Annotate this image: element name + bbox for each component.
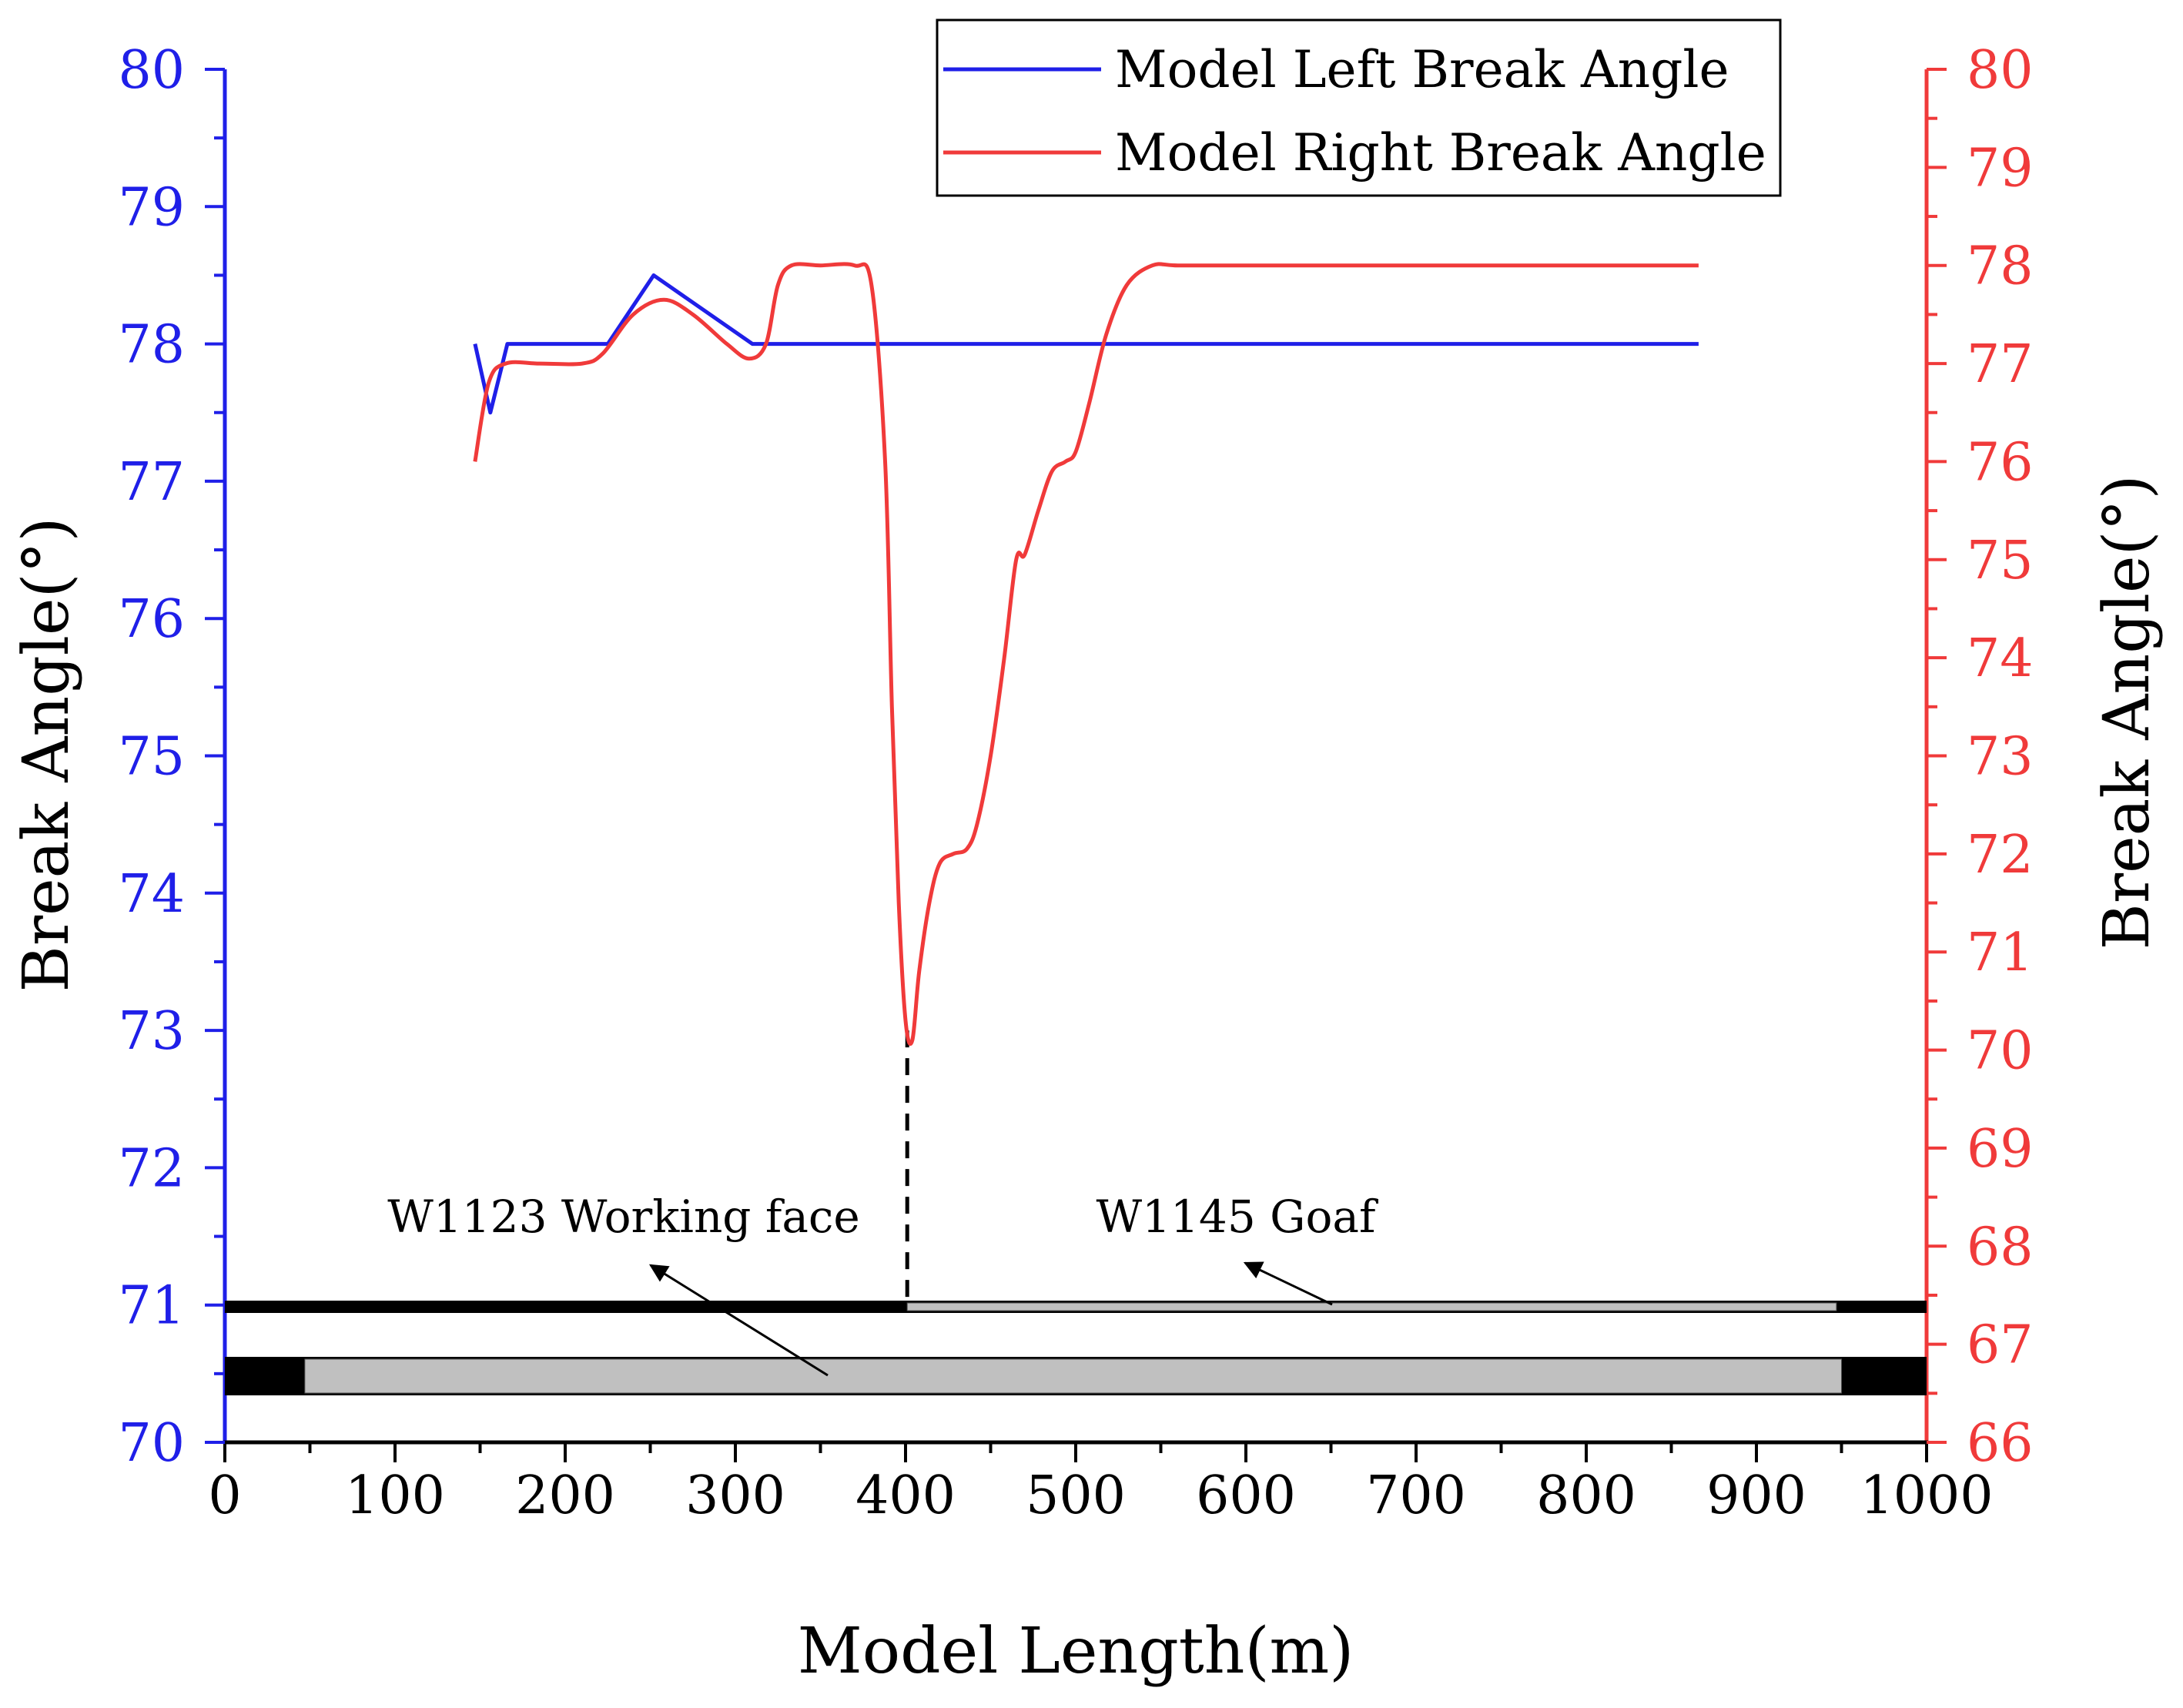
y-right-tick-label: 75 xyxy=(1967,531,2034,591)
x-tick-label: 600 xyxy=(1196,1465,1296,1526)
annotation-w1145-goaf: W1145 Goaf xyxy=(1097,1191,1378,1243)
x-tick-label: 500 xyxy=(1026,1465,1126,1526)
y-left-tick-label: 77 xyxy=(118,452,185,513)
y-right-tick-label: 70 xyxy=(1967,1021,2034,1082)
y-left-tick-label: 80 xyxy=(118,40,185,101)
x-tick-label: 0 xyxy=(208,1465,241,1526)
chart-series xyxy=(473,262,1699,1046)
y-left-tick-label: 76 xyxy=(118,589,185,650)
y-right-tick-label: 78 xyxy=(1967,236,2034,297)
y-right-tick-label: 71 xyxy=(1967,923,2034,983)
x-tick-label: 700 xyxy=(1366,1465,1466,1526)
y-left-tick-label: 74 xyxy=(118,864,185,925)
y-axis-left-title: Break Angle(°) xyxy=(10,517,83,993)
y-left-tick-label: 70 xyxy=(118,1413,185,1474)
annotation-w1123-working-face: W1123 Working face xyxy=(387,1191,859,1243)
x-tick-label: 300 xyxy=(685,1465,785,1526)
x-tick-label: 100 xyxy=(345,1465,445,1526)
y-left-tick-label: 78 xyxy=(118,315,185,376)
series-left-break-angle-line xyxy=(473,273,1699,415)
legend-label-right: Model Right Break Angle xyxy=(1115,123,1766,183)
y-right-tick-label: 79 xyxy=(1967,138,2034,199)
x-tick-label: 400 xyxy=(855,1465,956,1526)
legend-label-left: Model Left Break Angle xyxy=(1115,40,1729,99)
x-tick-label: 900 xyxy=(1706,1465,1806,1526)
coal-seam-diagram: W1123 Working face W1145 Goaf xyxy=(225,1030,1927,1395)
y-right-tick-label: 68 xyxy=(1967,1217,2034,1278)
y-right-tick-label: 80 xyxy=(1967,40,2034,101)
chart-labels: Model Length(m) Break Angle(°) Break Ang… xyxy=(10,475,2164,1688)
y-right-tick-label: 73 xyxy=(1967,727,2034,788)
series-right-break-angle-line xyxy=(473,262,1699,1046)
w1145-goaf-panel xyxy=(906,1302,1837,1311)
x-axis-title: Model Length(m) xyxy=(798,1615,1354,1688)
legend-box xyxy=(936,18,1782,197)
y-left-tick-label: 71 xyxy=(118,1276,185,1337)
y-axis-right-title: Break Angle(°) xyxy=(2091,475,2164,950)
y-left-tick-label: 79 xyxy=(118,177,185,238)
y-left-tick-label: 75 xyxy=(118,727,185,788)
w1123-working-face-panel xyxy=(304,1358,1842,1394)
x-tick-label: 1000 xyxy=(1860,1465,1993,1526)
annotation-arrow-w1123 xyxy=(648,1264,829,1377)
y-right-tick-label: 76 xyxy=(1967,432,2034,493)
y-left-tick-label: 72 xyxy=(118,1138,185,1199)
chart-legend: Model Left Break Angle Model Right Break … xyxy=(936,18,1782,197)
y-left-tick-label: 73 xyxy=(118,1001,185,1062)
chart-axes: 0 100 200 300 400 500 600 700 800 900 1000 70 71 72 73… xyxy=(118,40,2033,1526)
y-right-tick-label: 72 xyxy=(1967,825,2034,886)
y-right-tick-label: 69 xyxy=(1967,1119,2034,1180)
annotation-arrow-w1145 xyxy=(1243,1261,1333,1306)
y-right-tick-label: 67 xyxy=(1967,1315,2034,1376)
x-tick-label: 200 xyxy=(515,1465,615,1526)
y-right-tick-label: 66 xyxy=(1967,1413,2034,1474)
y-right-tick-label: 74 xyxy=(1967,628,2034,689)
x-tick-label: 800 xyxy=(1536,1465,1636,1526)
y-right-tick-label: 77 xyxy=(1967,334,2034,395)
